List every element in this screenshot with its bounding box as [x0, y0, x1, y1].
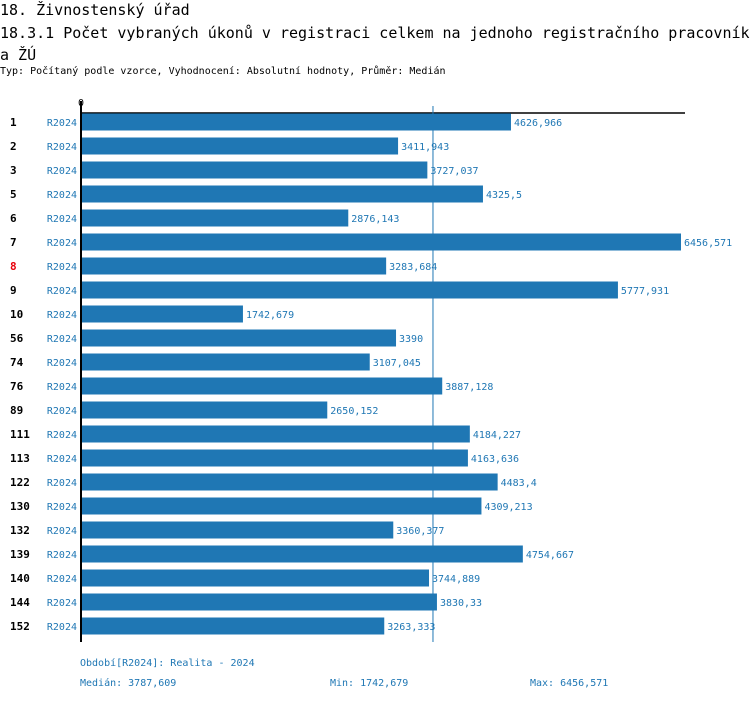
value-label: 3360,377 [396, 526, 444, 537]
bar [81, 329, 397, 347]
value-label: 3390 [399, 334, 423, 345]
value-label: 4184,227 [473, 430, 521, 441]
chart-meta: Typ: Počítaný podle vzorce, Vyhodnocení:… [0, 66, 446, 77]
series-label: R2024 [47, 622, 77, 633]
bar [81, 569, 430, 587]
value-label: 3263,333 [387, 622, 435, 633]
category-label: 1 [10, 116, 17, 129]
series-label: R2024 [47, 310, 77, 321]
category-label: 130 [10, 500, 30, 513]
chart-title: 18.3.1 Počet vybraných úkonů v registrac… [0, 24, 750, 64]
bar [81, 401, 328, 419]
series-label: R2024 [47, 142, 77, 153]
series-label: R2024 [47, 118, 77, 129]
bar [81, 257, 387, 275]
bar [81, 377, 443, 395]
category-label: 5 [10, 188, 17, 201]
value-label: 3107,045 [373, 358, 421, 369]
bar [81, 233, 681, 251]
footer-period: Období[R2024]: Realita - 2024 [80, 658, 255, 669]
value-label: 3727,037 [430, 166, 478, 177]
value-label: 4754,667 [526, 550, 574, 561]
category-label: 139 [10, 548, 30, 561]
value-label: 3744,889 [432, 574, 480, 585]
section-title: 18. Živnostenský úřad [0, 1, 190, 19]
category-label: 113 [10, 452, 30, 465]
category-label: 144 [10, 596, 30, 609]
value-label: 4309,213 [484, 502, 532, 513]
value-label: 3887,128 [445, 382, 493, 393]
value-label: 1742,679 [246, 310, 294, 321]
category-label: 10 [10, 308, 23, 321]
bar [81, 209, 349, 227]
footer-max: Max: 6456,571 [530, 678, 609, 689]
series-label: R2024 [47, 214, 77, 225]
category-label: 132 [10, 524, 30, 537]
value-label: 2876,143 [351, 214, 399, 225]
category-label: 152 [10, 620, 30, 633]
series-label: R2024 [47, 550, 77, 561]
value-label: 4626,966 [514, 118, 562, 129]
footer-min: Min: 1742,679 [330, 678, 409, 689]
bar [81, 281, 618, 299]
series-label: R2024 [47, 334, 77, 345]
series-label: R2024 [47, 502, 77, 513]
category-label: 3 [10, 164, 17, 177]
value-label: 4163,636 [471, 454, 519, 465]
bar [81, 185, 483, 203]
category-label: 76 [10, 380, 24, 393]
bar [81, 305, 243, 323]
category-label: 74 [10, 356, 24, 369]
series-label: R2024 [47, 406, 77, 417]
series-label: R2024 [47, 598, 77, 609]
category-label: 111 [10, 428, 30, 441]
bar [81, 545, 523, 563]
series-label: R2024 [47, 190, 77, 201]
bar [81, 617, 385, 635]
bar [81, 353, 370, 371]
category-label: 7 [10, 236, 17, 249]
bar [81, 521, 394, 539]
value-label: 5777,931 [621, 286, 669, 297]
category-label: 6 [10, 212, 17, 225]
bar [81, 449, 468, 467]
series-label: R2024 [47, 430, 77, 441]
series-label: R2024 [47, 262, 77, 273]
category-label: 2 [10, 140, 17, 153]
value-label: 6456,571 [684, 238, 732, 249]
series-label: R2024 [47, 238, 77, 249]
value-label: 3830,33 [440, 598, 482, 609]
category-label: 140 [10, 572, 30, 585]
series-label: R2024 [47, 574, 77, 585]
series-label: R2024 [47, 478, 77, 489]
value-label: 3411,943 [401, 142, 449, 153]
category-label: 56 [10, 332, 24, 345]
value-label: 4325,5 [486, 190, 522, 201]
series-label: R2024 [47, 526, 77, 537]
bar [81, 425, 470, 443]
series-label: R2024 [47, 358, 77, 369]
bar [81, 113, 511, 131]
category-label: 89 [10, 404, 23, 417]
bar [81, 161, 428, 179]
bar [81, 137, 399, 155]
bar [81, 497, 482, 515]
value-label: 4483,4 [501, 478, 537, 489]
series-label: R2024 [47, 382, 77, 393]
series-label: R2024 [47, 286, 77, 297]
bar [81, 593, 437, 611]
series-label: R2024 [47, 454, 77, 465]
bar [81, 473, 498, 491]
category-label: 8 [10, 260, 17, 273]
value-label: 3283,684 [389, 262, 437, 273]
value-label: 2650,152 [330, 406, 378, 417]
footer-median: Medián: 3787,609 [80, 678, 177, 689]
category-label: 9 [10, 284, 17, 297]
category-label: 122 [10, 476, 30, 489]
series-label: R2024 [47, 166, 77, 177]
